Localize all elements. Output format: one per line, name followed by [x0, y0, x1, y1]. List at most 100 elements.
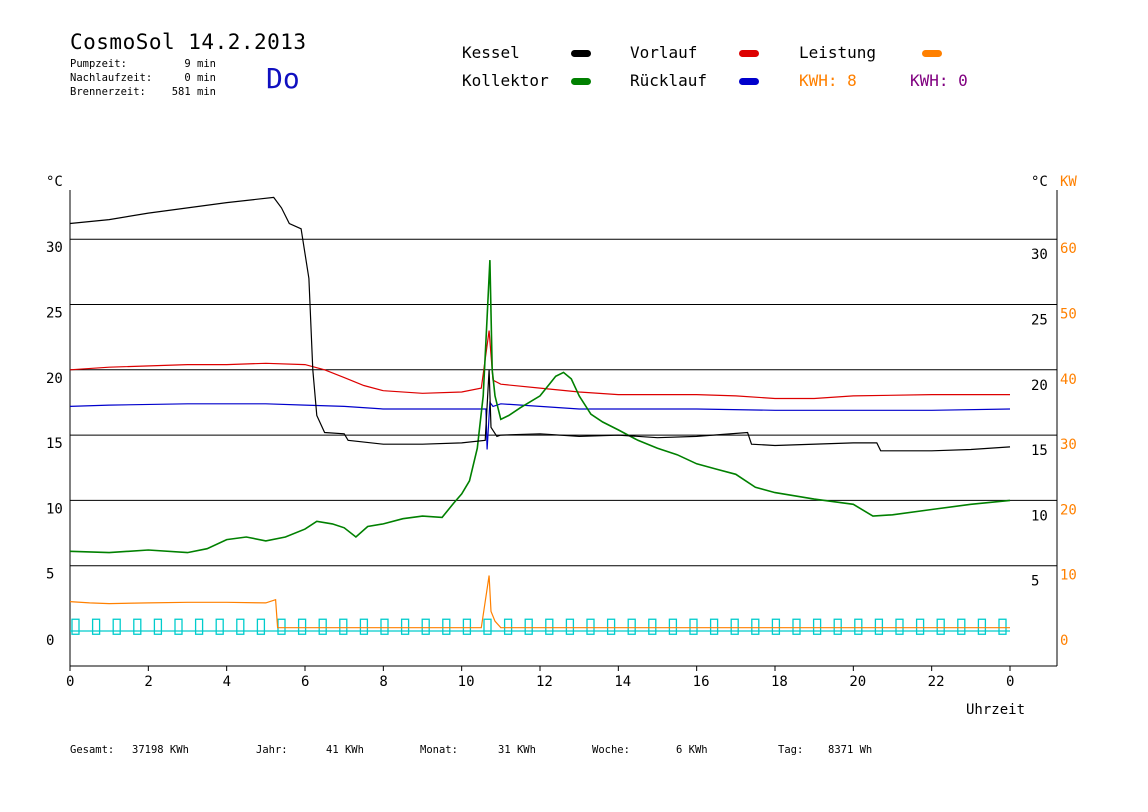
- x-tick-label: 18: [771, 674, 788, 690]
- footer-label: Tag:: [778, 744, 804, 756]
- pump-marker: [174, 618, 183, 635]
- footer-value: 31 KWh: [498, 744, 536, 756]
- pump-marker: [957, 618, 966, 635]
- x-tick-label: 16: [693, 674, 710, 690]
- pump-marker: [133, 618, 142, 635]
- y-tick-label-left: 10: [46, 501, 63, 517]
- pump-marker: [998, 618, 1007, 635]
- footer-label: Jahr:: [256, 744, 288, 756]
- x-tick-label: 4: [223, 674, 231, 690]
- pump-marker: [648, 618, 657, 635]
- stat-label: Brennerzeit:: [70, 86, 146, 98]
- legend-ruecklauf-swatch: [739, 78, 759, 85]
- pump-marker: [977, 618, 987, 635]
- pump-marker: [689, 618, 698, 635]
- y-axis-label-right: °C: [1031, 174, 1048, 190]
- y-tick-label-left: 5: [46, 567, 54, 583]
- pump-marker: [503, 618, 513, 635]
- series-lines: [69, 196, 1011, 629]
- footer-label: Monat:: [420, 744, 458, 756]
- series-line: [69, 575, 1010, 629]
- y-tick-label-right: 10: [1031, 508, 1048, 524]
- series-line: [69, 196, 1011, 452]
- pump-marker: [297, 618, 307, 635]
- x-tick-label: 8: [379, 674, 387, 690]
- pump-marker: [442, 618, 451, 635]
- legend-kollektor-swatch: [571, 78, 591, 85]
- pump-marker: [380, 618, 389, 635]
- pump-marker: [421, 618, 430, 635]
- pump-marker: [339, 618, 348, 635]
- legend-kwh-orange: KWH: 8: [799, 71, 857, 90]
- x-tick-label: 12: [536, 674, 553, 690]
- y-tick-label-left: 25: [46, 306, 63, 322]
- x-tick-label: 20: [849, 674, 866, 690]
- x-tick-label: 0: [66, 674, 74, 690]
- pump-marker: [215, 618, 224, 635]
- pump-marker: [606, 618, 616, 635]
- y-tick-label-power: 10: [1060, 568, 1077, 584]
- legend-leistung-label: Leistung: [799, 43, 877, 62]
- series-line: [69, 330, 1010, 400]
- y-tick-label-power: 50: [1060, 307, 1077, 323]
- pump-marker: [545, 618, 554, 635]
- y-tick-label-left: 30: [46, 240, 63, 256]
- legend-vorlauf-label: Vorlauf: [630, 43, 698, 62]
- chart-title: CosmoSol 14.2.2013: [70, 30, 307, 54]
- pump-marker: [524, 618, 533, 635]
- pump-marker: [874, 618, 884, 635]
- y-tick-label-right: 5: [1031, 574, 1039, 590]
- pump-marker: [400, 618, 410, 635]
- stat-label: Pumpzeit:: [70, 58, 127, 70]
- y-tick-label-power: 20: [1060, 502, 1077, 518]
- pump-marker: [792, 618, 801, 635]
- legend-kessel-label: Kessel: [462, 43, 520, 62]
- y-tick-label-power: 40: [1060, 372, 1077, 388]
- y-tick-label-power: 60: [1060, 241, 1077, 257]
- y-tick-label-power: 30: [1060, 437, 1077, 453]
- legend-kollektor-label: Kollektor: [462, 71, 549, 90]
- legend-kessel-swatch: [571, 50, 591, 57]
- y-tick-label-right: 30: [1031, 247, 1048, 263]
- pump-marker: [709, 618, 719, 635]
- pump-marker: [462, 618, 472, 635]
- pump-marker: [91, 618, 101, 635]
- y-axis-label-power: KW: [1060, 174, 1077, 190]
- y-tick-label-right: 20: [1031, 378, 1048, 394]
- footer-value: 41 KWh: [326, 744, 364, 756]
- grid: [70, 238, 1057, 567]
- pump-marker: [483, 618, 492, 635]
- pump-marker: [854, 618, 863, 635]
- pump-marker: [895, 618, 904, 635]
- pump-marker: [565, 618, 575, 635]
- footer-value: 6 KWh: [676, 744, 708, 756]
- x-tick-label: 2: [144, 674, 152, 690]
- weekday-label: Do: [266, 62, 300, 95]
- pump-marker: [812, 618, 822, 635]
- x-tick-label: 22: [928, 674, 945, 690]
- pump-marker: [236, 618, 245, 635]
- pump-markers: [70, 618, 1010, 635]
- x-tick-label: 14: [614, 674, 631, 690]
- pump-marker: [586, 618, 595, 635]
- y-tick-label-power: 0: [1060, 633, 1068, 649]
- pump-marker: [751, 618, 760, 635]
- pump-marker: [771, 618, 781, 635]
- y-tick-label-left: 20: [46, 371, 63, 387]
- legend-vorlauf-swatch: [739, 50, 759, 57]
- series-line: [69, 260, 1011, 554]
- y-axis-label-left: °C: [46, 174, 63, 190]
- pump-marker: [936, 618, 945, 635]
- y-tick-label-left: 15: [46, 436, 63, 452]
- pump-marker: [627, 618, 636, 635]
- pump-marker: [112, 618, 121, 635]
- pump-marker: [71, 618, 80, 635]
- footer-value: 8371 Wh: [828, 744, 873, 756]
- x-tick-label: 6: [301, 674, 309, 690]
- footer-label: Woche:: [592, 744, 630, 756]
- y-tick-label-right: 15: [1031, 443, 1048, 459]
- legend-leistung-swatch: [922, 50, 942, 57]
- x-axis-label: Uhrzeit: [966, 702, 1025, 718]
- pump-marker: [153, 618, 163, 635]
